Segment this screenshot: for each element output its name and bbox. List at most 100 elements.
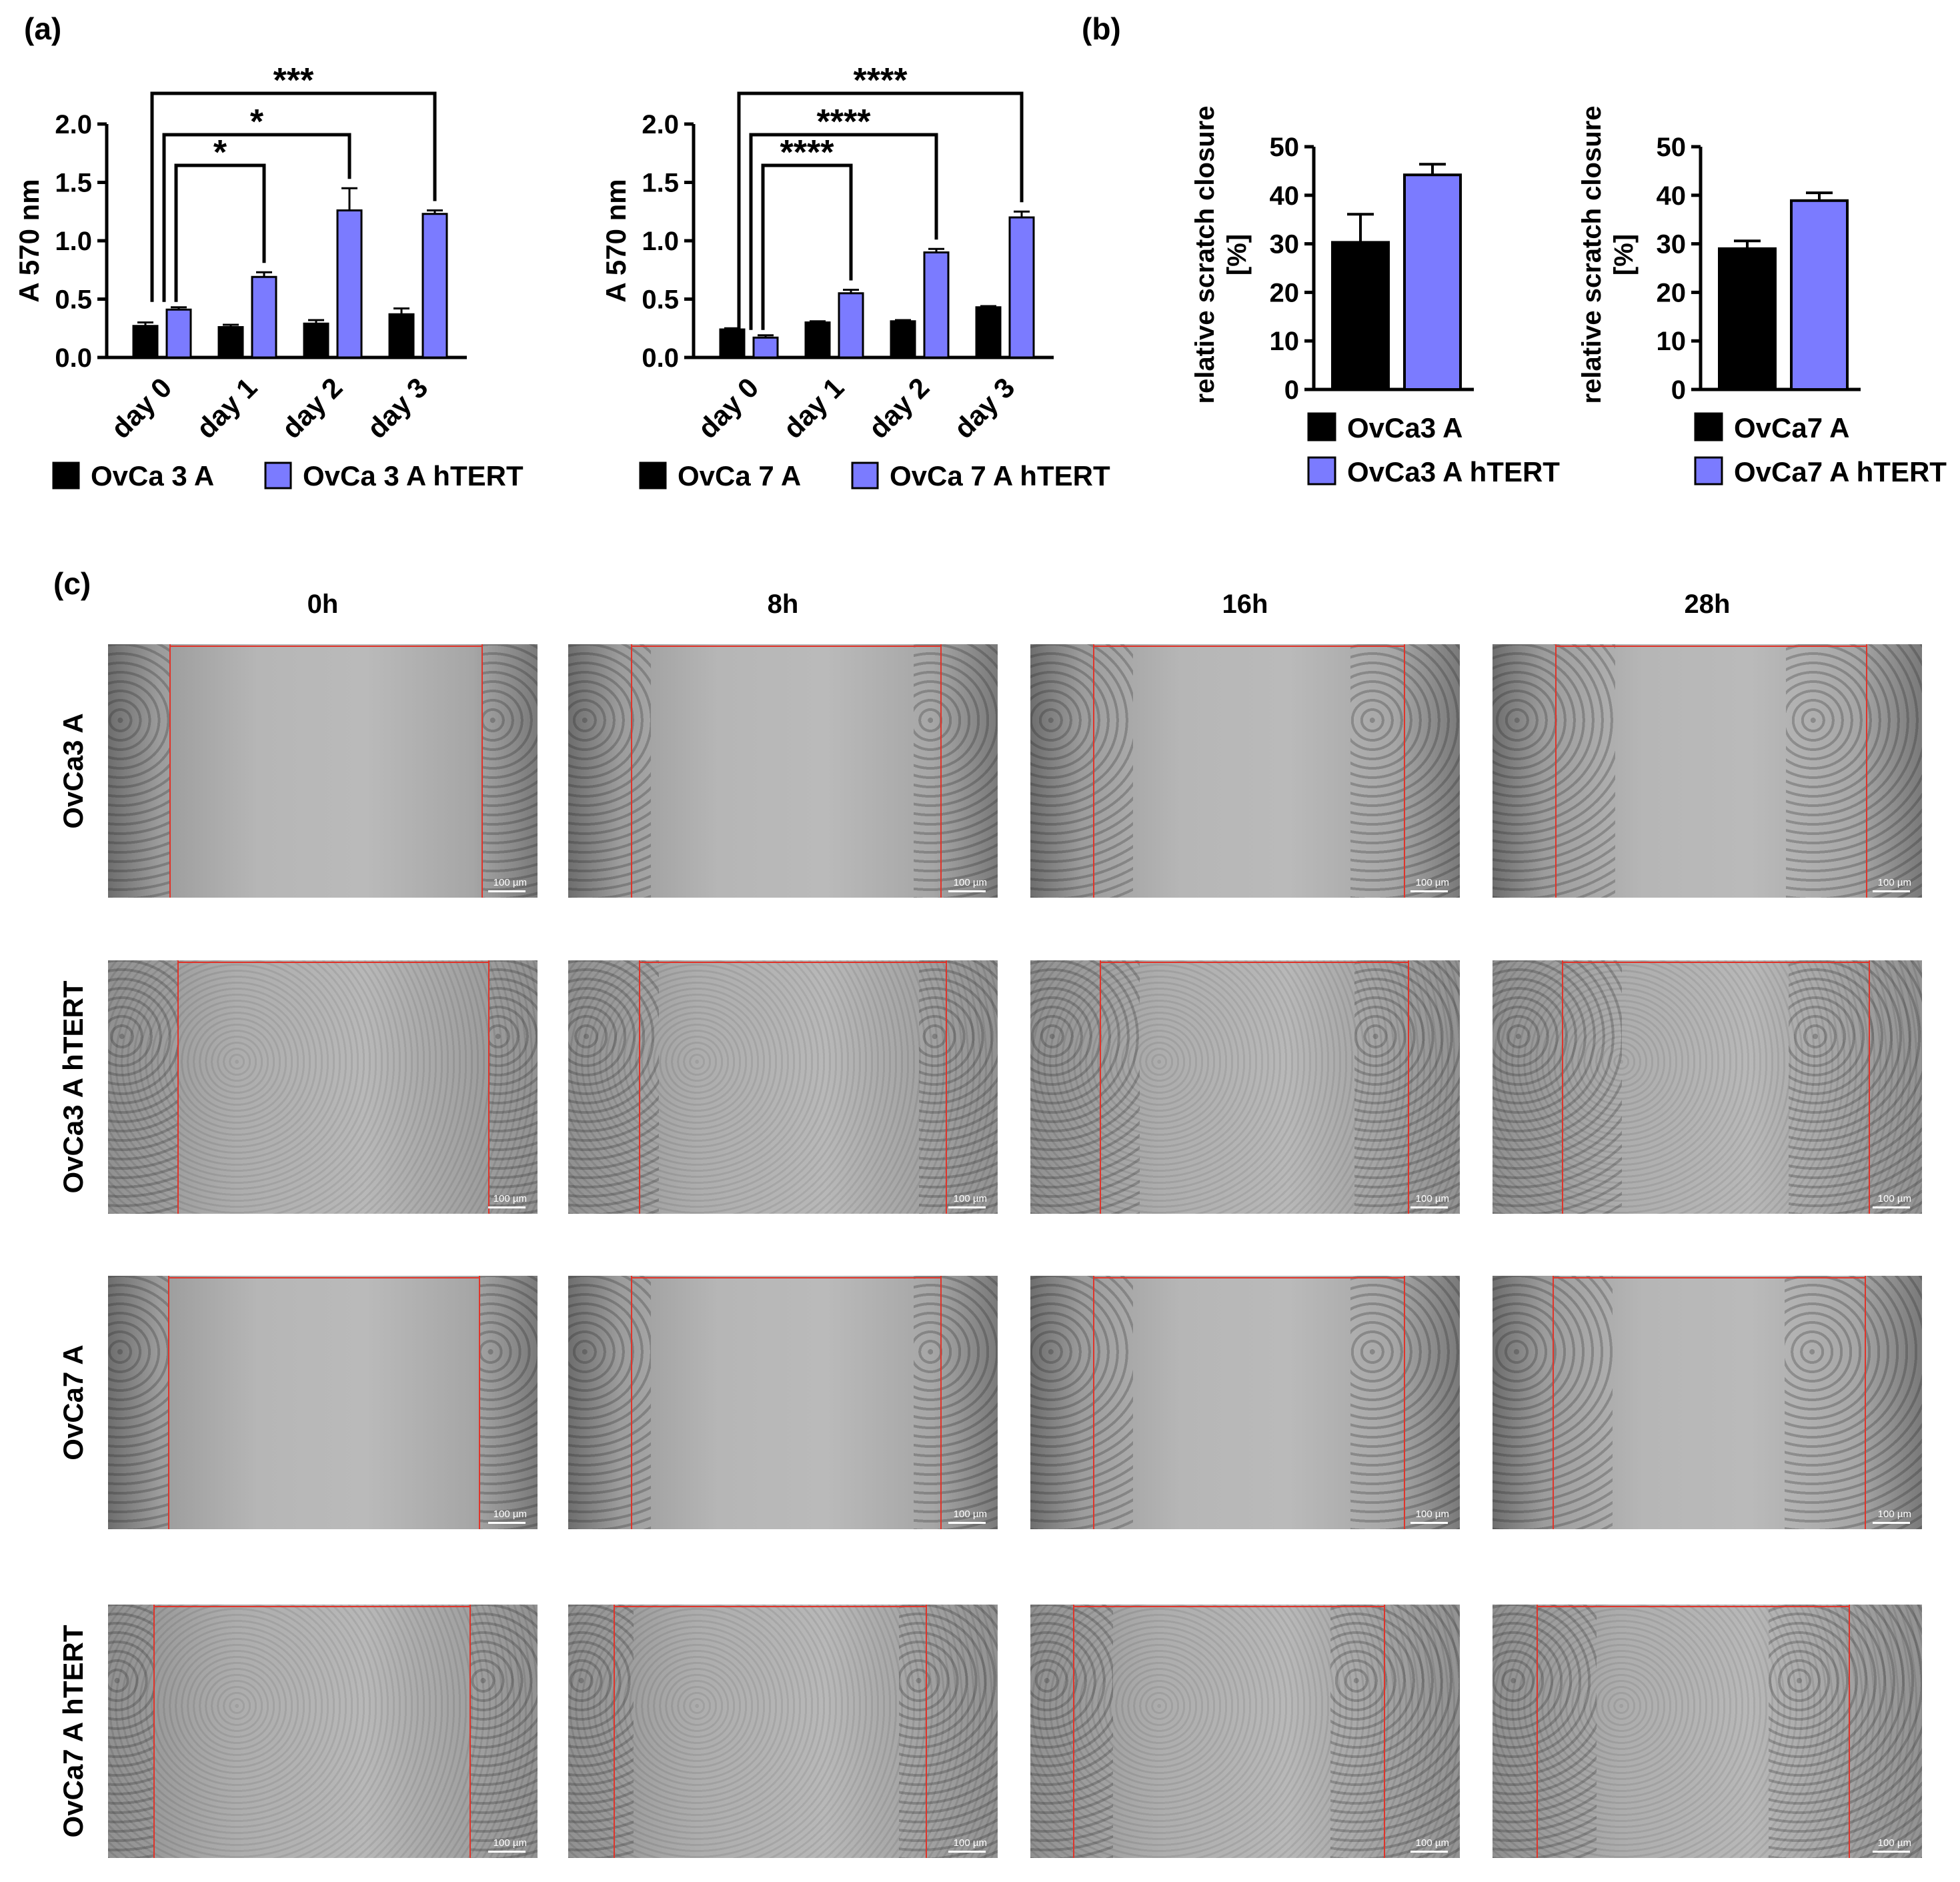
significance-stars: * bbox=[250, 103, 264, 141]
bar-ovca-3-a-htert-0 bbox=[165, 308, 192, 359]
micrograph: 100 µm bbox=[1493, 644, 1922, 898]
y-tick-label: 50 bbox=[1657, 133, 1687, 162]
y-tick-label: 2.0 bbox=[642, 110, 679, 139]
micrograph: 100 µm bbox=[108, 1276, 538, 1529]
y-axis-label: relative scratch closure bbox=[1577, 106, 1607, 404]
cell-layer-right bbox=[1354, 960, 1460, 1214]
legend-swatch bbox=[1694, 412, 1723, 441]
scale-bar-label: 100 µm bbox=[493, 1509, 527, 1520]
cell-layer-right bbox=[479, 1276, 538, 1529]
scratch-boundary-top bbox=[1555, 646, 1866, 647]
bar-ovca7-a-htert bbox=[1790, 199, 1849, 391]
y-axis-label-unit: [%] bbox=[1222, 234, 1252, 275]
row-label: OvCa3 A hTERT bbox=[57, 980, 89, 1194]
legend-swatch bbox=[1307, 412, 1336, 441]
significance-bracket bbox=[174, 163, 266, 302]
scale-bar bbox=[948, 1206, 986, 1208]
legend-label: OvCa 3 A bbox=[91, 460, 214, 492]
scale-bar-label: 100 µm bbox=[1415, 877, 1449, 888]
x-tick-label: day 2 bbox=[275, 371, 348, 444]
scale-bar bbox=[488, 1206, 526, 1208]
scratch-boundary-left bbox=[168, 1276, 169, 1529]
scratch-boundary-left bbox=[1562, 960, 1563, 1214]
y-tick-label: 10 bbox=[1657, 327, 1687, 356]
scale-bar-label: 100 µm bbox=[493, 877, 527, 888]
legend-label: OvCa 7 A bbox=[678, 460, 801, 492]
scale-bar bbox=[488, 890, 526, 892]
scratch-boundary-top bbox=[177, 962, 488, 963]
scale-bar bbox=[1410, 890, 1448, 892]
cell-layer-left bbox=[568, 1605, 634, 1858]
scale-bar-label: 100 µm bbox=[953, 877, 987, 888]
legend-label: OvCa7 A bbox=[1734, 412, 1850, 443]
y-tick-label: 0.5 bbox=[642, 285, 679, 315]
cell-layer-left bbox=[568, 960, 659, 1214]
scratch-boundary-left bbox=[639, 960, 640, 1214]
panel-label-c: (c) bbox=[53, 566, 91, 601]
legend-swatch bbox=[52, 461, 80, 490]
bar-ovca-7-a-3 bbox=[975, 306, 1002, 359]
scratch-boundary-right bbox=[1404, 644, 1405, 898]
cell-layer-right bbox=[1350, 644, 1460, 898]
cell-layer-left bbox=[568, 1276, 651, 1529]
scratch-boundary-right bbox=[469, 1605, 471, 1858]
y-tick-label: 2.0 bbox=[55, 110, 92, 139]
legend-label: OvCa3 A bbox=[1347, 412, 1463, 443]
timepoint-header: 0h bbox=[307, 590, 339, 619]
x-tick-label: day 0 bbox=[105, 371, 177, 444]
scratch-boundary-top bbox=[631, 1277, 940, 1278]
bar-ovca3-a bbox=[1331, 241, 1390, 391]
cell-layer-left bbox=[108, 1276, 168, 1529]
legend-label: OvCa 7 A hTERT bbox=[890, 460, 1110, 492]
micrograph: 100 µm bbox=[1493, 960, 1922, 1214]
legend-swatch bbox=[851, 461, 879, 490]
scale-bar-label: 100 µm bbox=[1415, 1837, 1449, 1849]
micrograph: 100 µm bbox=[568, 960, 998, 1214]
scratch-boundary-left bbox=[1537, 1605, 1538, 1858]
scale-bar-label: 100 µm bbox=[953, 1193, 987, 1204]
y-tick-label: 10 bbox=[1270, 327, 1300, 356]
scratch-boundary-right bbox=[940, 644, 942, 898]
scratch-boundary-right bbox=[1404, 1276, 1405, 1529]
cell-layer-right bbox=[1789, 960, 1922, 1214]
bar-ovca7-a bbox=[1718, 247, 1777, 391]
micrograph: 100 µm bbox=[1030, 644, 1460, 898]
bar-ovca-3-a-2 bbox=[303, 322, 329, 359]
scratch-boundary-left bbox=[1553, 1276, 1554, 1529]
bar-ovca-3-a-htert-1 bbox=[251, 275, 277, 359]
y-tick-label: 50 bbox=[1270, 133, 1300, 162]
legend-label: OvCa7 A hTERT bbox=[1734, 456, 1947, 488]
x-tick-label: day 1 bbox=[190, 371, 263, 444]
y-axis-label-unit: [%] bbox=[1609, 234, 1639, 275]
cell-layer-right bbox=[1350, 1276, 1460, 1529]
scale-bar bbox=[1873, 1851, 1910, 1853]
y-tick-label: 0 bbox=[1671, 375, 1686, 405]
scale-bar-label: 100 µm bbox=[953, 1837, 987, 1849]
legend-label: OvCa 3 A hTERT bbox=[303, 460, 524, 492]
cell-layer-left bbox=[1030, 1276, 1133, 1529]
scratch-boundary-top bbox=[1093, 646, 1404, 647]
cell-layer-right bbox=[1786, 644, 1922, 898]
significance-bracket bbox=[737, 91, 1024, 330]
cell-layer-left bbox=[568, 644, 651, 898]
scratch-boundary-right bbox=[946, 960, 947, 1214]
scale-bar bbox=[1873, 1206, 1910, 1208]
scratch-boundary-right bbox=[1849, 1605, 1850, 1858]
significance-stars: **** bbox=[854, 61, 908, 100]
scratch-boundary-top bbox=[1100, 962, 1408, 963]
scratch-boundary-top bbox=[1562, 962, 1869, 963]
legend-swatch bbox=[639, 461, 667, 490]
scratch-boundary-left bbox=[1100, 960, 1101, 1214]
scale-bar-label: 100 µm bbox=[1415, 1509, 1449, 1520]
chart-a2: 0.0 0.5 1.0 1.5 2.0 A 570 nm day 0 day 1 day 2 da… bbox=[600, 61, 1110, 492]
y-tick-label: 30 bbox=[1270, 230, 1300, 259]
y-tick-label: 1.0 bbox=[642, 227, 679, 256]
scratch-boundary-right bbox=[1408, 960, 1409, 1214]
scratch-boundary-right bbox=[926, 1605, 927, 1858]
scratch-boundary-left bbox=[631, 1276, 632, 1529]
micrograph: 100 µm bbox=[108, 1605, 538, 1858]
scratch-boundary-top bbox=[614, 1606, 926, 1607]
scale-bar bbox=[488, 1851, 526, 1853]
scratch-boundary-right bbox=[1869, 960, 1870, 1214]
scale-bar bbox=[948, 1851, 986, 1853]
